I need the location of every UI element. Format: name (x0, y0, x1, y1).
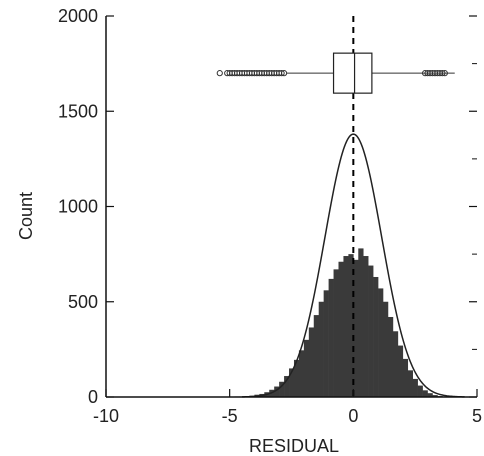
y-tick-label: 1500 (58, 101, 98, 121)
histogram-bar (373, 276, 379, 397)
plot-background (106, 16, 477, 397)
x-tick-label: 5 (472, 406, 482, 426)
histogram-bar (392, 331, 399, 397)
histogram-bar (293, 359, 300, 397)
histogram-bar (313, 315, 320, 397)
histogram-bar (402, 358, 409, 397)
y-axis-label: Count (16, 192, 36, 240)
histogram-bar (343, 256, 349, 397)
histogram-bar (358, 248, 364, 397)
normal-curve (242, 133, 465, 398)
x-tick-label: -10 (93, 406, 119, 426)
boxplot-outlier (278, 70, 285, 77)
y-tick-label: 2000 (58, 6, 98, 26)
y-tick-label: 1000 (58, 197, 98, 217)
histogram-bar (279, 381, 285, 397)
histogram-bar (378, 288, 384, 397)
boxplot-outlier (439, 70, 446, 77)
histogram-bar (368, 265, 374, 397)
histogram-bar (412, 378, 418, 397)
histogram-bars (219, 248, 453, 397)
histogram-bar (397, 345, 404, 397)
histogram-bar (298, 350, 305, 397)
boxplot-outlier (216, 70, 223, 77)
histogram-bar (318, 301, 324, 397)
histogram-bar (333, 269, 339, 397)
normal-curve-group (242, 133, 465, 398)
x-axis-label: RESIDUAL (249, 436, 339, 456)
y-tick-label: 0 (88, 387, 98, 407)
boxplot-group (216, 52, 455, 94)
histogram-bar (338, 261, 344, 397)
histogram-bar (417, 385, 423, 397)
boxplot-outlier (441, 70, 448, 77)
histogram-bar (323, 290, 329, 397)
plot-area (106, 16, 477, 397)
histogram-bar (353, 259, 359, 397)
histogram-bar (284, 376, 290, 397)
boxplot-outlier (280, 70, 288, 77)
histogram-bar (422, 390, 428, 397)
histogram-bar (303, 339, 310, 397)
histogram-bar (274, 386, 280, 397)
histogram-bar (289, 368, 295, 397)
histogram-bar (328, 278, 334, 397)
ticks-group: 0 500 1000 1500 2000 -10 -5 0 5 (58, 6, 482, 426)
histogram-bar (383, 301, 389, 397)
histogram-bar (407, 370, 413, 397)
histogram-bar (432, 395, 438, 397)
histogram-bar (427, 393, 433, 397)
y-tick-label: 500 (68, 292, 98, 312)
histogram-bar (387, 316, 394, 397)
x-tick-label: -5 (222, 406, 238, 426)
x-tick-label: 0 (348, 406, 358, 426)
boxplot-box (332, 52, 373, 94)
histogram-bar (348, 254, 354, 397)
histogram-bar (363, 256, 369, 397)
histogram-bar (308, 327, 315, 397)
